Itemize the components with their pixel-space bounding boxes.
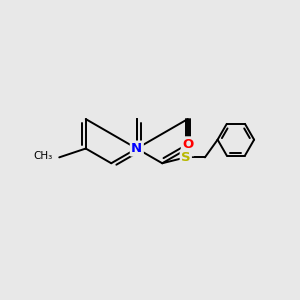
- Text: S: S: [181, 151, 190, 164]
- Text: N: N: [182, 142, 193, 155]
- Text: N: N: [131, 142, 142, 155]
- Text: O: O: [182, 138, 194, 151]
- Text: N: N: [131, 142, 142, 155]
- Text: CH₃: CH₃: [34, 151, 53, 161]
